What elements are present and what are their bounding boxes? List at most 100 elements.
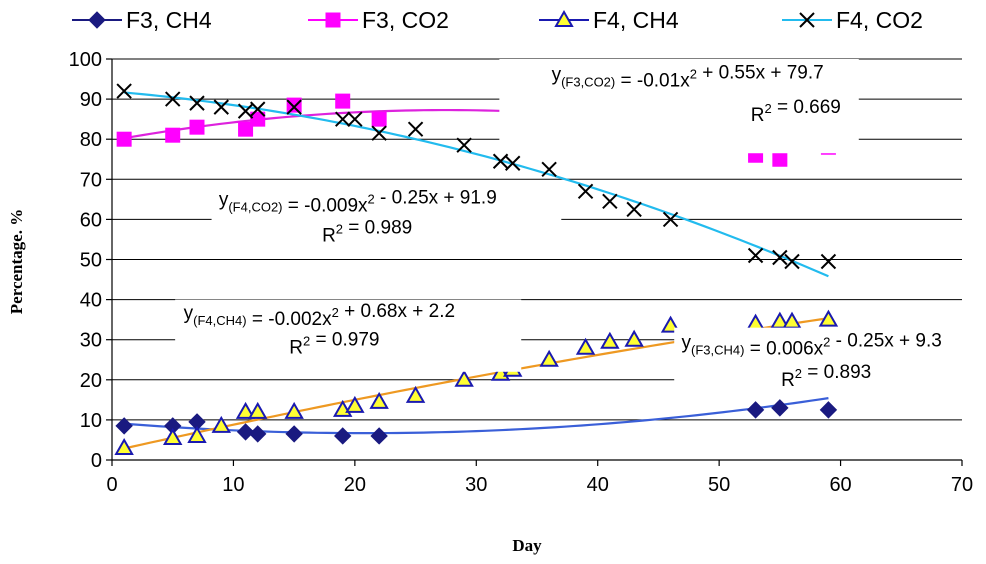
point-s1-1 bbox=[165, 127, 181, 143]
point-s3-8 bbox=[347, 111, 363, 127]
legend-label-2: F4, CH4 bbox=[593, 7, 679, 33]
point-s3-13 bbox=[505, 155, 521, 171]
point-s2-10 bbox=[405, 385, 426, 403]
point-s2-11 bbox=[454, 369, 474, 387]
x-tick-label-70: 70 bbox=[951, 474, 973, 496]
equation-3: y(F3,CH4) = 0.006x2 - 0.25x + 9.3 bbox=[682, 331, 942, 360]
point-s3-20 bbox=[772, 249, 788, 266]
point-s3-17 bbox=[626, 201, 642, 218]
y-tick-label-60: 60 bbox=[80, 209, 102, 231]
point-s3-19 bbox=[747, 247, 764, 264]
point-s3-11 bbox=[456, 137, 472, 153]
point-s2-19 bbox=[745, 313, 766, 331]
annotation-bg-1 bbox=[211, 181, 562, 256]
annotations: y(F3,CO2) = -0.01x2 + 0.55x + 79.7 R2 = 0… bbox=[184, 63, 942, 391]
point-s0-4 bbox=[249, 425, 267, 443]
tick-labels: 0 10 20 30 40 50 60 70 80 90 100 0 10 20 30 40 50 60 70 bbox=[69, 49, 974, 496]
point-s3-12 bbox=[492, 153, 509, 169]
point-s2-21 bbox=[782, 311, 802, 329]
y-tick-label-10: 10 bbox=[80, 410, 102, 432]
r-squared-3: R2 = 0.893 bbox=[781, 362, 871, 391]
legend-item-3: F4, CO2 bbox=[782, 7, 923, 33]
point-s3-21 bbox=[784, 253, 800, 270]
y-tick-label-0: 0 bbox=[91, 450, 102, 472]
point-s0-6 bbox=[334, 427, 352, 445]
point-s1-5 bbox=[286, 97, 302, 113]
point-s2-22 bbox=[818, 309, 839, 327]
y-axis-label: Percentage. % bbox=[7, 209, 26, 314]
point-s3-18 bbox=[662, 211, 679, 228]
point-s3-0 bbox=[116, 83, 132, 99]
point-s1-2 bbox=[189, 119, 205, 135]
x-axis-label: Day bbox=[512, 536, 542, 555]
legend: F3, CH4 F3, CO2 F4, CH4 F4, CO2 bbox=[72, 7, 923, 33]
y-tick-label-30: 30 bbox=[80, 330, 102, 352]
legend-marker-3 bbox=[799, 12, 815, 28]
point-s2-0 bbox=[114, 437, 134, 455]
annotation-bg-2 bbox=[175, 299, 522, 372]
x-tick-label-50: 50 bbox=[708, 474, 730, 496]
equation-1: y(F4,CO2) = -0.009x2 - 0.25x + 91.9 bbox=[219, 187, 497, 216]
y-tick-label-80: 80 bbox=[80, 129, 102, 151]
point-s2-2 bbox=[187, 425, 207, 443]
annotation-backgrounds bbox=[175, 59, 977, 396]
point-s1-6 bbox=[335, 93, 351, 109]
y-tick-label-90: 90 bbox=[80, 89, 102, 111]
point-s2-20 bbox=[770, 311, 790, 329]
r-squared-2: R2 = 0.979 bbox=[289, 330, 379, 359]
legend-label-0: F3, CH4 bbox=[126, 7, 212, 33]
equation-2: y(F4,CH4) = -0.002x2 + 0.68x + 2.2 bbox=[184, 301, 455, 330]
point-s3-22 bbox=[820, 253, 837, 270]
point-s3-5 bbox=[250, 101, 266, 117]
legend-label-1: F3, CO2 bbox=[362, 7, 449, 33]
point-s2-5 bbox=[247, 401, 268, 419]
y-tick-label-50: 50 bbox=[80, 250, 102, 272]
x-tick-label-30: 30 bbox=[465, 474, 487, 496]
point-s1-7 bbox=[371, 111, 387, 127]
point-s3-16 bbox=[602, 193, 618, 210]
point-s2-6 bbox=[284, 401, 304, 419]
equation-0: y(F3,CO2) = -0.01x2 + 0.55x + 79.7 bbox=[552, 63, 824, 92]
legend-marker-2 bbox=[554, 9, 574, 27]
point-s3-9 bbox=[371, 125, 387, 141]
legend-item-0: F3, CH4 bbox=[72, 7, 212, 33]
point-s3-4 bbox=[237, 103, 254, 119]
point-s2-9 bbox=[369, 391, 389, 409]
trend-line-0 bbox=[124, 397, 829, 435]
legend-item-2: F4, CH4 bbox=[539, 7, 679, 33]
point-s2-17 bbox=[624, 329, 644, 347]
x-tick-label-0: 0 bbox=[106, 474, 117, 496]
point-s3-10 bbox=[407, 121, 424, 137]
x-tick-label-10: 10 bbox=[222, 474, 244, 496]
point-s2-16 bbox=[600, 331, 620, 349]
legend-marker-1 bbox=[325, 12, 341, 28]
point-s1-9 bbox=[772, 151, 788, 167]
legend-item-1: F3, CO2 bbox=[308, 7, 449, 33]
point-s1-4 bbox=[250, 111, 266, 127]
x-tick-label-40: 40 bbox=[587, 474, 609, 496]
point-s1-3 bbox=[238, 121, 254, 137]
r-squared-0: R2 = 0.669 bbox=[751, 97, 841, 126]
point-s3-1 bbox=[165, 91, 181, 107]
y-tick-label-40: 40 bbox=[80, 290, 102, 312]
point-s3-6 bbox=[286, 99, 302, 115]
point-s3-2 bbox=[189, 95, 205, 111]
r-squared-1: R2 = 0.989 bbox=[322, 217, 412, 246]
point-s3-15 bbox=[577, 183, 594, 200]
point-s2-1 bbox=[162, 427, 183, 445]
point-s2-3 bbox=[211, 415, 232, 433]
point-s0-9 bbox=[771, 399, 789, 417]
point-s3-3 bbox=[213, 99, 229, 115]
point-s0-0 bbox=[115, 417, 133, 435]
point-s0-3 bbox=[236, 423, 255, 441]
annotation-bg-0 bbox=[499, 59, 859, 154]
axes bbox=[106, 58, 963, 466]
point-s1-0 bbox=[116, 131, 132, 147]
x-tick-label-60: 60 bbox=[829, 474, 851, 496]
y-tick-label-20: 20 bbox=[80, 370, 102, 392]
annotation-bg-3 bbox=[674, 327, 977, 396]
data-points bbox=[114, 83, 839, 455]
point-s0-7 bbox=[370, 427, 388, 445]
point-s2-14 bbox=[539, 349, 559, 367]
